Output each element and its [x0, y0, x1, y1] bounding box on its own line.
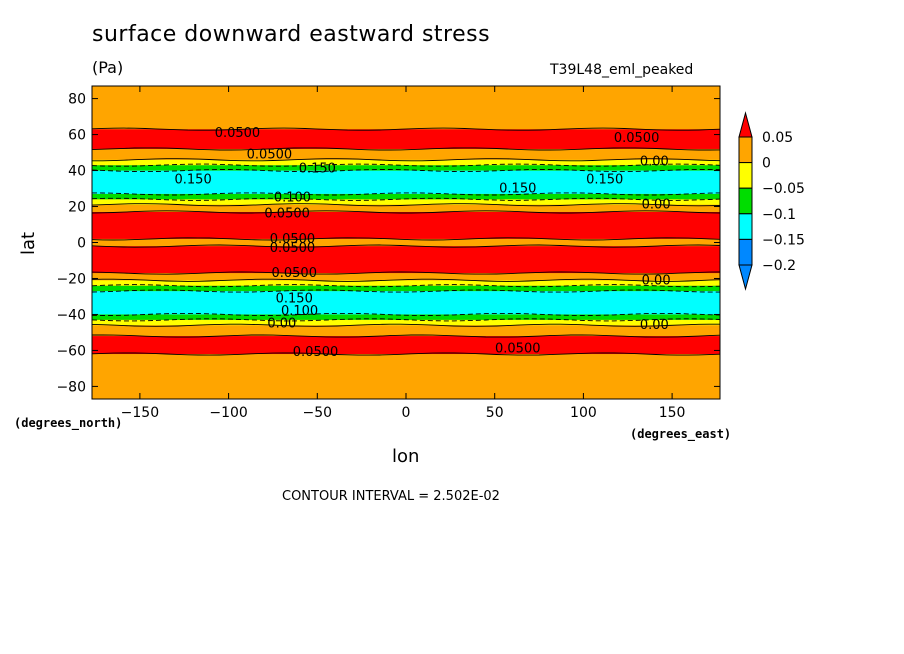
y-tick-label: 40 [68, 164, 86, 180]
contour-band [92, 165, 720, 171]
x-tick-label: 100 [570, 405, 597, 421]
contour-band [92, 319, 720, 326]
contour-band [92, 336, 720, 355]
contour-label: 0.0500 [271, 266, 317, 281]
contour-label: 0.00 [642, 198, 671, 213]
y-tick-label: 20 [68, 200, 86, 216]
x-tick-label: 50 [486, 405, 504, 421]
contour-label: 0.150 [299, 162, 336, 177]
y-tick-label: −40 [56, 307, 86, 323]
y-tick-label: 60 [68, 128, 86, 144]
colorbar-arrow-top [738, 111, 753, 138]
y-tick-label: −80 [56, 379, 86, 395]
y-tick-label: −20 [56, 271, 86, 287]
colorbar-swatch [738, 187, 753, 215]
contour-line [91, 192, 721, 196]
contour-label: 0.0500 [614, 131, 660, 146]
contour-band [92, 159, 720, 166]
y-axis-units: (degrees_north) [14, 416, 123, 430]
colorbar-arrow-bottom [738, 264, 753, 291]
contour-label: 0.00 [267, 316, 296, 331]
x-tick-label: −100 [209, 405, 247, 421]
contour-band [92, 86, 720, 130]
contour-line [91, 210, 721, 214]
contour-line [91, 244, 721, 248]
contour-band [92, 148, 720, 160]
run-label: T39L48_eml_peaked [550, 62, 694, 78]
contour-band [92, 246, 720, 274]
contour-line [91, 169, 721, 173]
contour-line [91, 271, 721, 275]
contour-band [92, 170, 720, 194]
contour-label: 0.0500 [264, 207, 310, 222]
x-tick-label: −50 [303, 405, 333, 421]
colorbar-label: −0.2 [762, 258, 796, 274]
contour-label: 0.00 [642, 273, 671, 288]
contour-line [92, 334, 721, 338]
contour-label: 0.150 [175, 173, 212, 188]
colorbar-label: −0.1 [762, 207, 796, 223]
contour-band [92, 211, 720, 239]
contour-interval-label: CONTOUR INTERVAL = 2.502E-02 [282, 489, 500, 504]
contour-band [92, 291, 720, 315]
x-axis-units: (degrees_east) [630, 427, 732, 441]
contour-label: 0.100 [281, 304, 318, 319]
contour-line [91, 323, 720, 327]
colorbar-label: −0.15 [762, 232, 805, 248]
contour-line [91, 278, 721, 282]
contour-line [91, 237, 721, 241]
colorbar-label: 0 [762, 156, 771, 172]
contour-label: 0.150 [276, 291, 313, 306]
colorbar-swatch [738, 136, 753, 164]
chart-units: (Pa) [92, 58, 124, 77]
contour-label: 0.150 [499, 182, 536, 197]
contour-line [91, 197, 721, 201]
y-tick-label: 0 [77, 236, 86, 252]
contour-band [92, 238, 720, 247]
contour-label: 0.150 [586, 173, 623, 188]
colorbar-swatch [738, 213, 753, 240]
contour-line [91, 284, 721, 288]
contour-band [92, 325, 720, 337]
contour-label: 0.00 [640, 318, 669, 333]
contour-line [92, 158, 721, 162]
contour-line [91, 147, 721, 151]
chart-title: surface downward eastward stress [92, 22, 491, 47]
colorbar-label: −0.05 [762, 181, 805, 197]
contour-label: 0.0500 [293, 345, 339, 360]
colorbar-swatch [738, 238, 753, 266]
contour-band [92, 354, 720, 399]
contour-label: 0.0500 [270, 241, 316, 256]
contour-band [92, 204, 720, 212]
contour-band [92, 285, 720, 292]
x-tick-label: −150 [121, 405, 159, 421]
contour-line [91, 163, 721, 167]
contour-label: 0.0500 [270, 232, 316, 247]
contour-label: 0.0500 [495, 342, 541, 357]
contour-band [92, 199, 720, 205]
contour-band [92, 193, 720, 200]
x-tick-label: 0 [402, 405, 411, 421]
colorbar-swatch [738, 162, 753, 189]
contour-line [91, 318, 721, 322]
x-axis-label: lon [392, 446, 420, 467]
contour-label: 0.0500 [247, 147, 293, 162]
contour-label: 0.100 [274, 191, 311, 206]
x-tick-label: 150 [659, 405, 686, 421]
contour-line [91, 289, 720, 293]
contour-label: 0.00 [640, 155, 669, 170]
contour-band [92, 314, 720, 320]
colorbar-label: 0.05 [762, 130, 793, 146]
y-tick-label: 80 [68, 92, 86, 108]
contour-band [92, 280, 720, 286]
contour-band [92, 129, 720, 149]
contour-line [91, 352, 721, 356]
contour-line [91, 312, 721, 316]
y-tick-label: −60 [56, 343, 86, 359]
contour-line [91, 127, 721, 131]
contour-band [92, 273, 720, 281]
contour-label: 0.0500 [215, 126, 261, 141]
contour-line [91, 203, 721, 207]
